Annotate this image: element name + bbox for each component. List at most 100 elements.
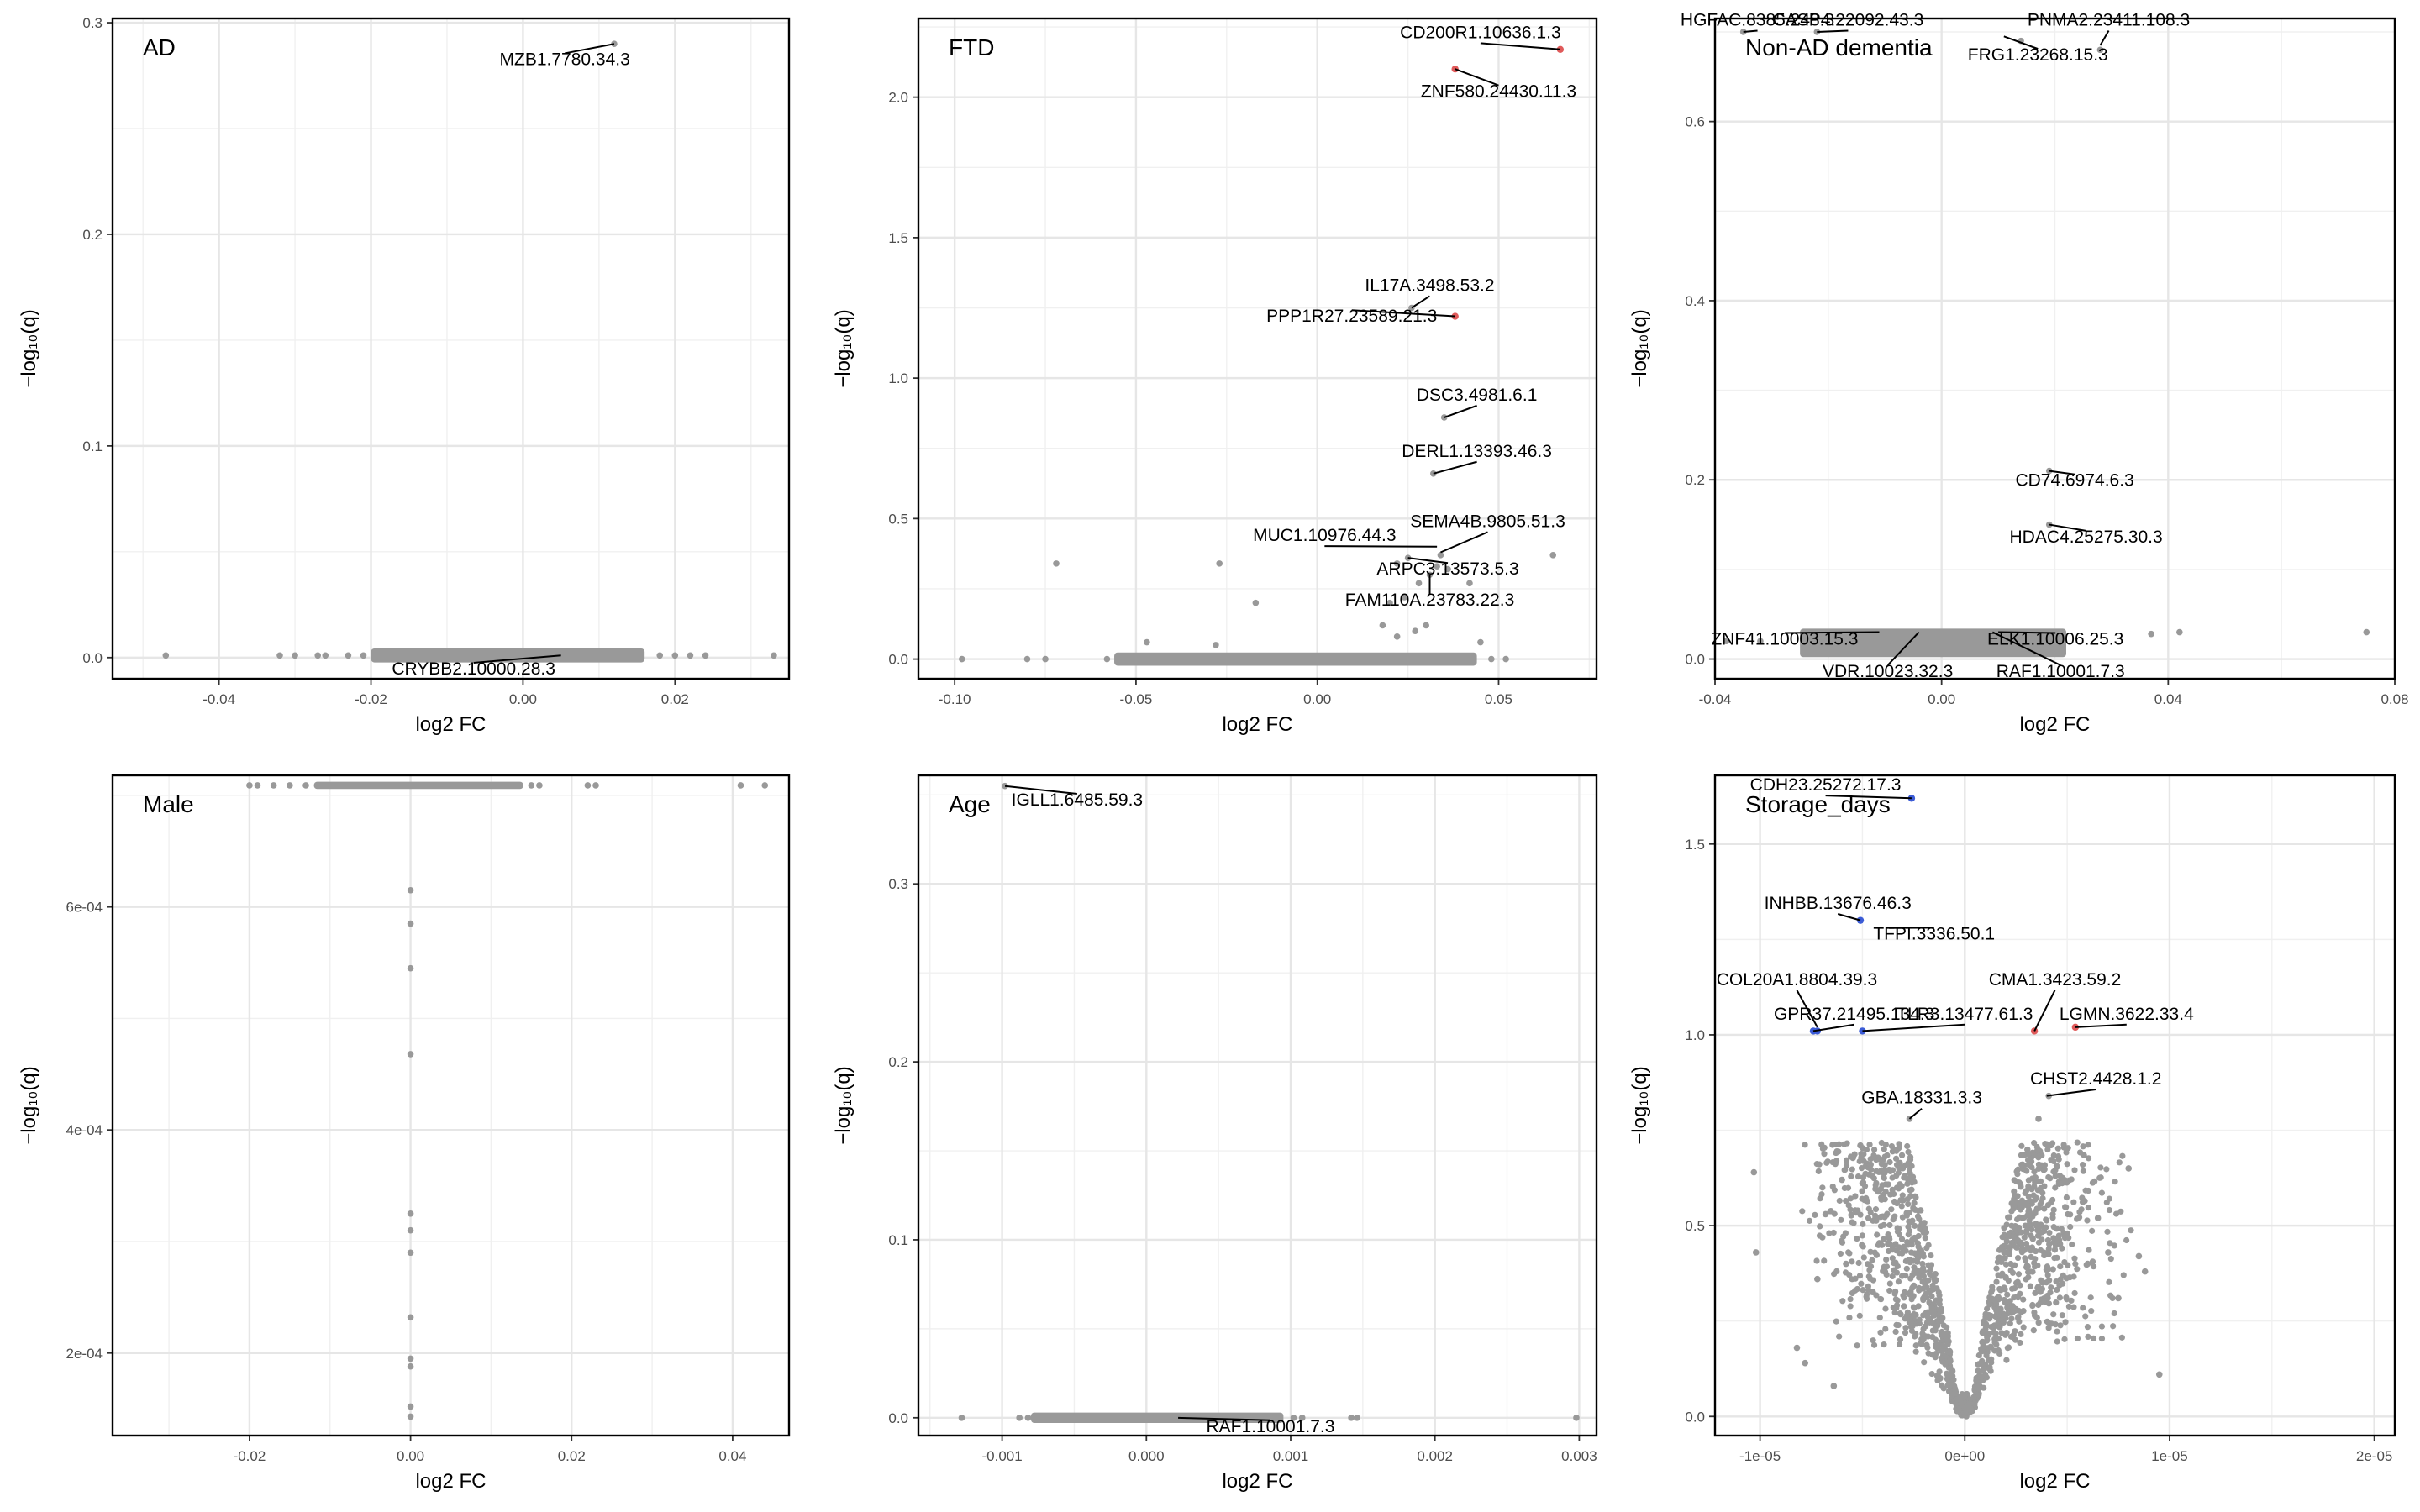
volcano-point xyxy=(1870,1217,1876,1224)
leader-line xyxy=(2049,523,2086,532)
volcano-point xyxy=(1903,1312,1910,1319)
x-axis-title: log2 FC xyxy=(415,713,486,736)
volcano-point xyxy=(2020,1324,2027,1331)
volcano-point xyxy=(2014,1315,2022,1321)
volcano-point xyxy=(2045,1319,2052,1326)
volcano-point xyxy=(2029,1235,2036,1242)
volcano-point xyxy=(2053,1278,2060,1285)
volcano-point xyxy=(2009,1309,2016,1315)
volcano-point xyxy=(1869,1173,1876,1179)
volcano-point xyxy=(1870,1337,1876,1344)
volcano-point xyxy=(2050,1311,2057,1318)
data-point xyxy=(1144,638,1150,646)
volcano-point xyxy=(1849,1276,1855,1283)
volcano-point xyxy=(2001,1296,2007,1304)
volcano-point xyxy=(2025,1151,2033,1158)
volcano-point xyxy=(2018,1184,2024,1190)
volcano-point xyxy=(1873,1252,1881,1258)
data-point xyxy=(407,1051,414,1058)
volcano-point xyxy=(2014,1215,2021,1223)
data-point xyxy=(1857,1142,1864,1149)
data-point xyxy=(761,782,769,789)
volcano-point xyxy=(1856,1273,1864,1279)
volcano-point xyxy=(1985,1314,1991,1320)
volcano-point xyxy=(2068,1297,2075,1304)
data-point xyxy=(1348,1415,1355,1421)
volcano-point xyxy=(2048,1157,2054,1163)
data-point xyxy=(2094,1215,2102,1221)
volcano-point xyxy=(1898,1152,1906,1158)
volcano-point xyxy=(2033,1247,2039,1255)
volcano-point xyxy=(1897,1336,1904,1343)
volcano-point xyxy=(1882,1305,1889,1312)
x-tick-label: 0.003 xyxy=(1561,1448,1597,1464)
volcano-point xyxy=(1877,1295,1884,1303)
volcano-point xyxy=(2021,1234,2028,1241)
volcano-point xyxy=(1916,1274,1923,1281)
volcano-point xyxy=(1995,1255,2002,1262)
leader-line xyxy=(1440,531,1488,554)
volcano-point xyxy=(1865,1286,1872,1294)
volcano-point xyxy=(1867,1156,1874,1163)
volcano-point xyxy=(2044,1217,2050,1224)
volcano-point xyxy=(1949,1381,1955,1388)
volcano-point xyxy=(2000,1255,2007,1262)
volcano-point xyxy=(1831,1210,1838,1217)
volcano-point xyxy=(2074,1215,2081,1222)
y-tick-label: 0.2 xyxy=(888,1054,908,1070)
volcano-point xyxy=(2052,1184,2059,1191)
volcano-point xyxy=(2090,1335,2097,1341)
data-point xyxy=(1444,565,1451,573)
volcano-point xyxy=(1889,1273,1896,1280)
volcano-point xyxy=(1892,1155,1900,1162)
volcano-point xyxy=(2123,1236,2130,1244)
y-tick-label: 0.5 xyxy=(888,511,908,527)
volcano-point xyxy=(1975,1385,1982,1392)
volcano-point xyxy=(1881,1341,1887,1348)
data-point xyxy=(1423,622,1429,629)
volcano-point xyxy=(2034,1284,2041,1291)
data-point xyxy=(1822,1210,1829,1218)
leader-line xyxy=(1743,29,1758,33)
volcano-point xyxy=(1895,1278,1902,1285)
volcano-point xyxy=(1922,1333,1928,1340)
y-tick-label: 0.6 xyxy=(1685,114,1705,130)
point-label: CD200R1.10636.1.3 xyxy=(1400,23,1560,42)
volcano-point xyxy=(2085,1333,2091,1341)
leader-line xyxy=(1908,1107,1923,1120)
volcano-point xyxy=(2007,1267,2014,1274)
volcano-point xyxy=(1934,1319,1942,1326)
volcano-point xyxy=(2013,1279,2020,1286)
volcano-point xyxy=(1993,1265,2000,1272)
volcano-point xyxy=(1902,1273,1909,1279)
volcano-point xyxy=(2054,1237,2061,1244)
data-point xyxy=(2055,1180,2063,1187)
data-point xyxy=(771,652,777,659)
volcano-point xyxy=(1872,1206,1880,1213)
volcano-point xyxy=(1916,1316,1923,1323)
volcano-point xyxy=(1862,1170,1869,1177)
volcano-point xyxy=(1876,1168,1882,1176)
leader-line xyxy=(1480,42,1560,50)
leader-line xyxy=(1407,557,1449,564)
y-tick-label: 1.0 xyxy=(1685,1027,1705,1043)
leader-line xyxy=(2003,35,2039,50)
data-point xyxy=(687,652,694,659)
volcano-point xyxy=(1896,1250,1902,1257)
data-point xyxy=(702,652,709,659)
volcano-point xyxy=(2018,1205,2024,1212)
volcano-point xyxy=(1904,1238,1911,1246)
point-band xyxy=(1114,652,1477,666)
point-label: HDAC4.25275.30.3 xyxy=(2010,528,2163,547)
volcano-point xyxy=(2045,1251,2052,1257)
volcano-point xyxy=(1847,1195,1854,1202)
volcano-point xyxy=(2063,1275,2070,1282)
volcano-point xyxy=(1877,1214,1884,1221)
volcano-point xyxy=(1894,1263,1901,1270)
volcano-point xyxy=(2060,1142,2067,1148)
volcano-point xyxy=(1903,1265,1910,1272)
volcano-point xyxy=(1839,1237,1845,1244)
volcano-point xyxy=(2065,1303,2072,1310)
volcano-point xyxy=(1815,1168,1822,1174)
volcano-point xyxy=(1993,1294,2001,1302)
